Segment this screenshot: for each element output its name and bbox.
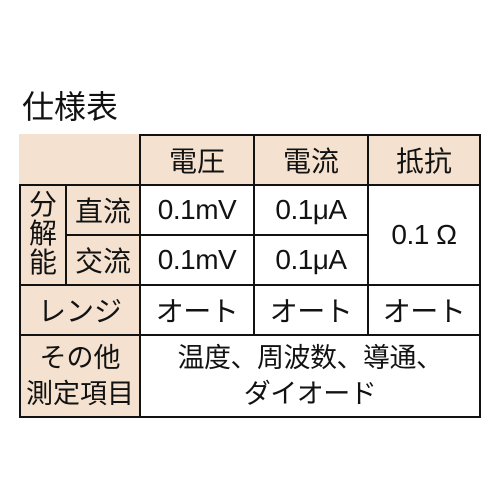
label-other-line2: 測定項目 [26, 379, 134, 409]
val-other-line1: 温度、周波数、導通、 [178, 343, 443, 373]
table-title: 仕様表 [0, 82, 500, 134]
row-other: その他 測定項目 温度、周波数、導通、 ダイオード [20, 335, 480, 418]
col-resistance: 抵抗 [368, 135, 480, 185]
label-resolution-text: 分解能 [29, 190, 57, 278]
spec-table: 電圧 電流 抵抗 分解能 直流 0.1mV 0.1μA 0.1 Ω 交流 0.1… [19, 134, 481, 419]
label-range: レンジ [20, 285, 140, 335]
spec-sheet: 仕様表 電圧 電流 抵抗 分解能 直流 0.1mV 0.1μA 0.1 Ω 交流… [0, 82, 500, 419]
val-other: 温度、周波数、導通、 ダイオード [140, 335, 480, 418]
val-range-voltage: オート [140, 285, 254, 335]
row-range: レンジ オート オート オート [20, 285, 480, 335]
val-dc-current: 0.1μA [254, 185, 368, 235]
label-ac: 交流 [66, 235, 140, 285]
label-other: その他 測定項目 [20, 335, 140, 418]
val-ac-voltage: 0.1mV [140, 235, 254, 285]
row-dc: 分解能 直流 0.1mV 0.1μA 0.1 Ω [20, 185, 480, 235]
val-dc-voltage: 0.1mV [140, 185, 254, 235]
label-dc: 直流 [66, 185, 140, 235]
col-current: 電流 [254, 135, 368, 185]
label-resolution: 分解能 [20, 185, 66, 285]
val-resistance-resolution: 0.1 Ω [368, 185, 480, 285]
corner-cell [20, 135, 140, 185]
val-range-current: オート [254, 285, 368, 335]
col-voltage: 電圧 [140, 135, 254, 185]
label-other-line1: その他 [40, 343, 121, 373]
header-row: 電圧 電流 抵抗 [20, 135, 480, 185]
val-ac-current: 0.1μA [254, 235, 368, 285]
val-other-line2: ダイオード [244, 379, 377, 409]
val-range-resistance: オート [368, 285, 480, 335]
